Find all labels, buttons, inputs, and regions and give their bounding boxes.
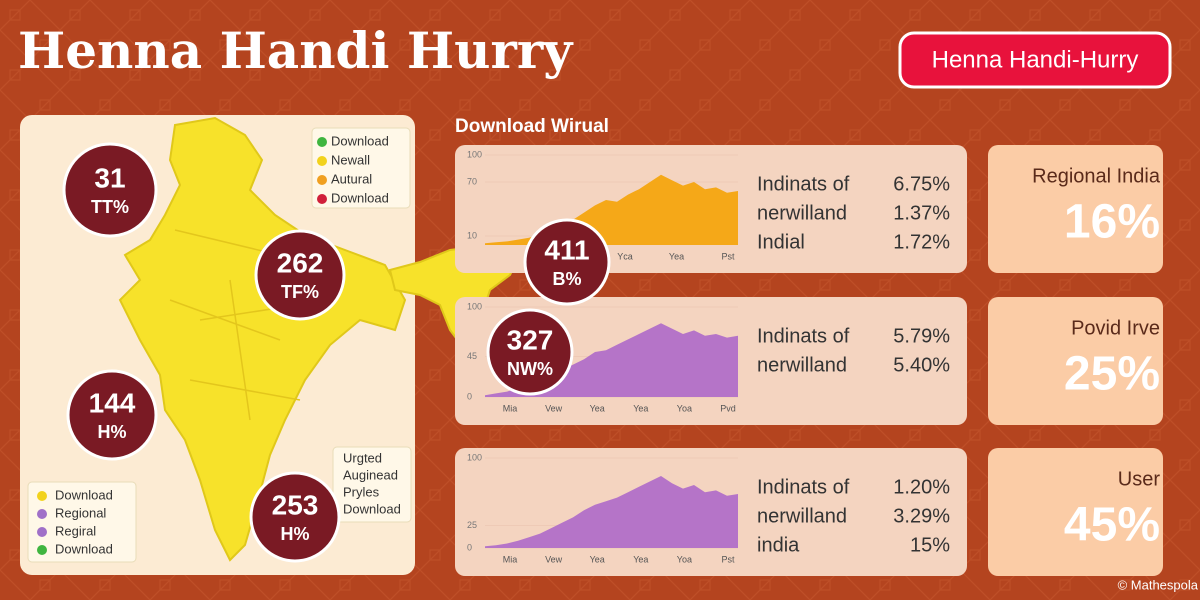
x-tick-label: Pst	[721, 251, 735, 261]
area	[485, 476, 738, 548]
legend-dot	[317, 137, 327, 147]
stat-card	[988, 297, 1163, 425]
bubble	[66, 369, 158, 461]
y-tick-label: 100	[467, 149, 482, 159]
x-tick-label: Yea	[633, 403, 648, 413]
stat-name: nerwilland	[757, 354, 847, 376]
bubble-value: 31	[94, 162, 125, 193]
bubble-value: 144	[89, 387, 136, 418]
y-tick-label: 25	[467, 520, 477, 530]
stat-value: 5.79%	[893, 325, 950, 347]
x-tick-label: Yea	[669, 251, 684, 261]
legend-bottom-box	[27, 481, 137, 563]
y-tick-label: 10	[467, 230, 477, 240]
note-line: Download	[343, 501, 401, 516]
x-tick-label: Yea	[633, 554, 648, 564]
note-line: Auginead	[343, 467, 398, 482]
legend-label: Download	[55, 541, 113, 556]
badge	[898, 31, 1172, 89]
legend-dot	[317, 194, 327, 204]
x-tick-label: Mia	[503, 403, 518, 413]
area	[485, 174, 738, 245]
note-line: Urgted	[343, 450, 382, 465]
x-tick-label: Yoa	[677, 554, 692, 564]
legend-label: Download	[331, 133, 389, 148]
bubble-value: 411	[544, 234, 589, 265]
stat-name: Indinats of	[757, 476, 850, 498]
stat-value: 6.75%	[893, 173, 950, 195]
stat-value: 1.37%	[893, 202, 950, 224]
bubble-value: 262	[277, 247, 324, 278]
card-title: User	[1118, 468, 1161, 490]
note-box	[332, 446, 412, 523]
card-title: Povid Irve	[1071, 317, 1160, 339]
bubble	[254, 229, 346, 321]
stat-value: 1.20%	[893, 476, 950, 498]
bubble	[523, 218, 611, 306]
legend-dot	[37, 527, 47, 537]
stat-value: 3.29%	[893, 505, 950, 527]
legend-label: Autural	[331, 171, 372, 186]
bubble-value: 253	[272, 489, 319, 520]
title: Henna Handi Hurry	[18, 21, 574, 80]
legend-top-box	[311, 127, 411, 209]
bubble	[486, 308, 574, 396]
bubble-label: H%	[280, 524, 309, 544]
bubble	[62, 142, 158, 238]
card-title: Regional India	[1032, 165, 1161, 187]
legend-label: Regional	[55, 505, 106, 520]
x-tick-label: Yea	[590, 554, 605, 564]
x-tick-label: Yoa	[677, 403, 692, 413]
y-tick-label: 0	[467, 542, 472, 552]
stat-value: 1.72%	[893, 231, 950, 253]
legend-label: Regiral	[55, 523, 96, 538]
y-tick-label: 70	[467, 176, 477, 186]
legend-dot	[317, 175, 327, 185]
card-value: 25%	[1064, 348, 1160, 401]
badge-text: Henna Handi-Hurry	[932, 46, 1139, 73]
card-value: 45%	[1064, 499, 1160, 552]
bubble-label: NW%	[507, 359, 553, 379]
stat-name: Indial	[757, 231, 805, 253]
y-tick-label: 100	[467, 452, 482, 462]
bubble-label: TF%	[281, 282, 319, 302]
x-tick-label: Mia	[503, 554, 518, 564]
x-tick-label: Pvd	[720, 403, 736, 413]
map-borders	[169, 229, 331, 421]
stat-name: nerwilland	[757, 202, 847, 224]
legend-dot	[37, 545, 47, 555]
bubble	[249, 471, 341, 563]
y-tick-label: 45	[467, 351, 477, 361]
y-tick-label: 0	[467, 391, 472, 401]
bubble-value: 327	[507, 324, 554, 355]
legend-dot	[37, 491, 47, 501]
x-tick-label: Yea	[590, 403, 605, 413]
section-title: Download Wirual	[455, 116, 609, 137]
x-tick-label: Pst	[721, 554, 735, 564]
bubble-label: TT%	[91, 197, 129, 217]
bubble-label: B%	[552, 269, 581, 289]
stat-name: Indinats of	[757, 173, 850, 195]
stat-name: Indinats of	[757, 325, 850, 347]
legend-label: Newall	[331, 152, 370, 167]
legend-dot	[37, 509, 47, 519]
x-tick-label: Vew	[545, 554, 563, 564]
stat-name: nerwilland	[757, 505, 847, 527]
legend-label: Download	[331, 190, 389, 205]
x-tick-label: Vew	[545, 403, 563, 413]
stat-card	[988, 145, 1163, 273]
footer: © Mathespola	[1118, 577, 1199, 592]
stat-card	[988, 448, 1163, 576]
y-tick-label: 100	[467, 301, 482, 311]
stat-name: india	[757, 534, 800, 556]
x-tick-label: Yca	[617, 251, 633, 261]
stat-value: 5.40%	[893, 354, 950, 376]
legend-label: Download	[55, 487, 113, 502]
note-line: Pryles	[343, 484, 380, 499]
legend-dot	[317, 156, 327, 166]
bubble-label: H%	[97, 422, 126, 442]
card-value: 16%	[1064, 196, 1160, 249]
stat-value: 15%	[910, 534, 950, 556]
